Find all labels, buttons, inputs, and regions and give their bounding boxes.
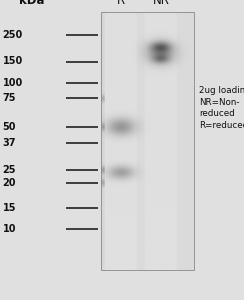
- Text: kDa: kDa: [19, 0, 44, 8]
- Text: 2ug loading
NR=Non-
reduced
R=reduced: 2ug loading NR=Non- reduced R=reduced: [199, 86, 244, 130]
- Text: 100: 100: [2, 78, 23, 88]
- Text: 25: 25: [2, 165, 16, 175]
- Text: 20: 20: [2, 178, 16, 188]
- Text: 37: 37: [2, 138, 16, 148]
- Text: R: R: [117, 0, 125, 7]
- Text: 250: 250: [2, 29, 23, 40]
- Text: 75: 75: [2, 93, 16, 103]
- Text: 10: 10: [2, 224, 16, 234]
- Text: 150: 150: [2, 56, 23, 67]
- Text: 50: 50: [2, 122, 16, 132]
- Text: NR: NR: [152, 0, 170, 7]
- Text: 15: 15: [2, 203, 16, 213]
